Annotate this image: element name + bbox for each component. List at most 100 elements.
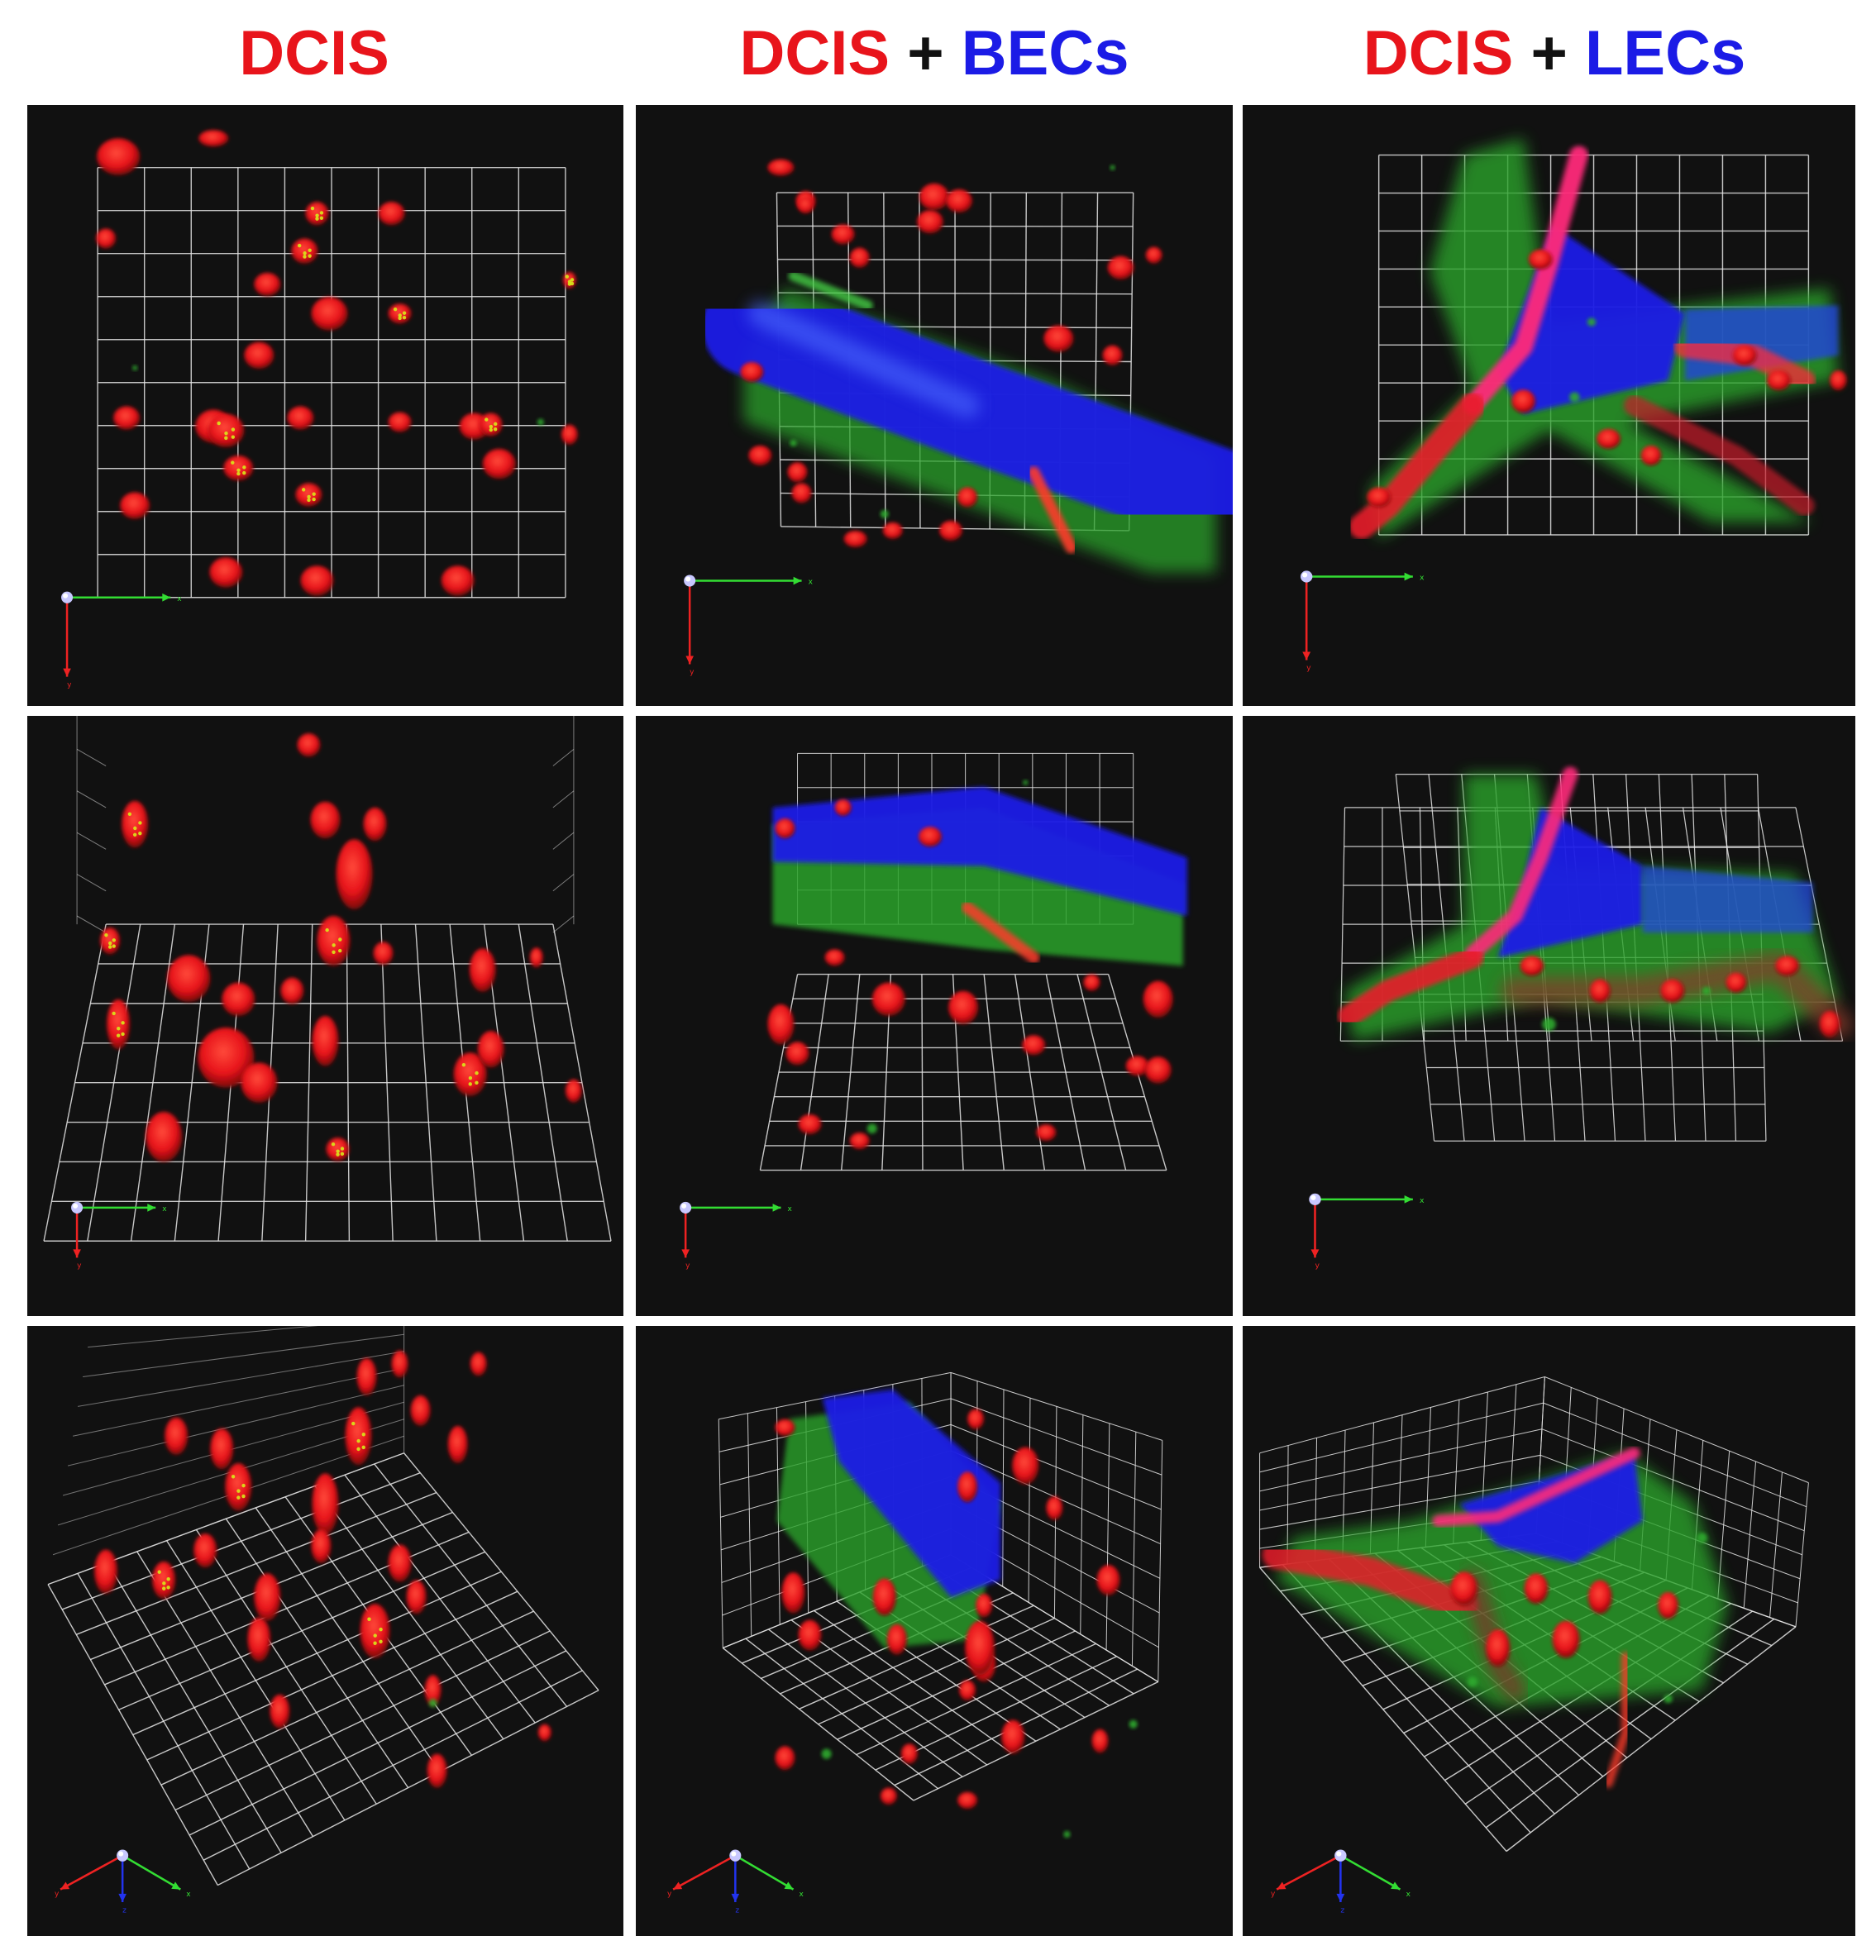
nucleus [561, 424, 578, 445]
nucleus [1766, 370, 1791, 391]
green-signal [1467, 1676, 1478, 1687]
nucleus [824, 949, 845, 966]
nucleus [94, 1549, 118, 1594]
axis-gizmo: xy [1300, 570, 1425, 673]
nucleus [900, 1743, 918, 1764]
header-plus-text: + [1513, 18, 1585, 88]
nucleus [957, 1471, 978, 1503]
nucleus [152, 1561, 176, 1600]
green-signal [1542, 1018, 1556, 1032]
nucleus [1587, 1580, 1612, 1614]
nucleus [1524, 1573, 1549, 1605]
nucleus [310, 801, 341, 839]
nucleus [871, 982, 905, 1016]
nucleus [1096, 1565, 1120, 1595]
rendering-3d: x y z [1259, 1376, 1809, 1915]
nucleus [165, 1417, 189, 1455]
nucleus [882, 522, 903, 540]
nucleus [785, 1042, 809, 1066]
nucleus [317, 916, 351, 966]
nucleus [1726, 972, 1747, 993]
cells [767, 780, 1187, 1150]
nucleus [410, 1395, 431, 1426]
axis-label: x [799, 1891, 804, 1899]
green-signal [1702, 986, 1711, 995]
nucleus [948, 990, 979, 1025]
panel-dcis-lecs-oblique-view: x y z [1243, 1326, 1855, 1936]
nucleus [565, 1079, 582, 1103]
header-plus-text: + [890, 18, 962, 88]
cells [96, 130, 578, 596]
header-dcis-text: DCIS [739, 18, 890, 88]
nucleus [336, 839, 373, 909]
nucleus [291, 238, 318, 264]
nucleus [957, 1791, 978, 1810]
nucleus [529, 947, 543, 968]
nucleus [1125, 1056, 1149, 1076]
axis-label: x [1420, 1196, 1425, 1205]
nucleus [96, 228, 117, 249]
axis-gizmo: x y z [55, 1849, 191, 1915]
nucleus [1022, 1035, 1046, 1056]
axis-label: z [122, 1906, 126, 1915]
axis-label: y [690, 669, 695, 677]
nucleus [1511, 389, 1536, 413]
nucleus [787, 462, 808, 483]
axis-label: x [162, 1205, 167, 1214]
nucleus [1528, 249, 1553, 269]
axis-gizmo: x y z [667, 1849, 804, 1915]
nucleus [427, 1753, 447, 1788]
nucleus [1640, 445, 1662, 466]
green-signal [132, 365, 138, 371]
grid-lines [97, 167, 566, 598]
rendering-3d: xy [684, 159, 1233, 677]
nucleus [849, 1133, 870, 1150]
nucleus [831, 224, 855, 245]
nucleus [965, 1620, 995, 1676]
nucleus [198, 1028, 255, 1088]
green-signal [428, 1699, 437, 1708]
nucleus [1589, 979, 1611, 1003]
cells [702, 159, 1233, 573]
nucleus [740, 361, 764, 383]
nucleus [1775, 956, 1800, 976]
nucleus [798, 1114, 822, 1135]
green-signal [880, 509, 889, 518]
header-lecs-text: LECs [1584, 18, 1746, 88]
nucleus [295, 483, 322, 507]
nucleus [378, 202, 405, 226]
cells [775, 1389, 1138, 1838]
nucleus [146, 1111, 183, 1162]
nucleus [1091, 1729, 1109, 1753]
nucleus [453, 1052, 487, 1096]
nucleus [388, 1544, 412, 1582]
axis-label: y [67, 681, 72, 689]
green-signal [537, 418, 544, 426]
nucleus [469, 948, 496, 992]
nucleus [208, 413, 245, 447]
cells [100, 733, 582, 1162]
axis-label: z [735, 1906, 739, 1915]
nucleus [916, 210, 944, 234]
nucleus [363, 807, 387, 842]
grid-lines [47, 1326, 599, 1886]
nucleus [247, 1617, 271, 1662]
nucleus [241, 1062, 278, 1103]
nucleus [1144, 1056, 1172, 1084]
nucleus [311, 1529, 332, 1563]
axis-label: x [1406, 1890, 1411, 1899]
nucleus [1012, 1447, 1039, 1485]
nucleus [1143, 980, 1173, 1018]
nucleus [305, 202, 329, 226]
green-signal [1569, 392, 1580, 403]
nucleus [209, 557, 243, 588]
nucleus [479, 413, 503, 436]
nucleus [424, 1675, 442, 1706]
nucleus [477, 1031, 504, 1068]
nucleus [775, 1419, 795, 1437]
nucleus [1732, 345, 1757, 366]
